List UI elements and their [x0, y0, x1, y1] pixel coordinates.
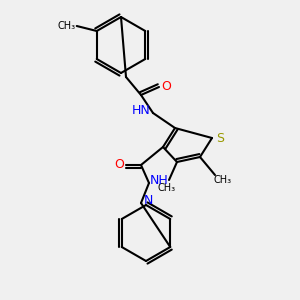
Text: NH: NH	[150, 175, 168, 188]
Text: CH₃: CH₃	[158, 183, 176, 193]
Text: N: N	[143, 194, 153, 206]
Text: HN: HN	[132, 104, 150, 118]
Text: O: O	[161, 80, 171, 94]
Text: CH₃: CH₃	[214, 175, 232, 185]
Text: S: S	[216, 131, 224, 145]
Text: CH₃: CH₃	[58, 21, 76, 31]
Text: O: O	[114, 158, 124, 172]
